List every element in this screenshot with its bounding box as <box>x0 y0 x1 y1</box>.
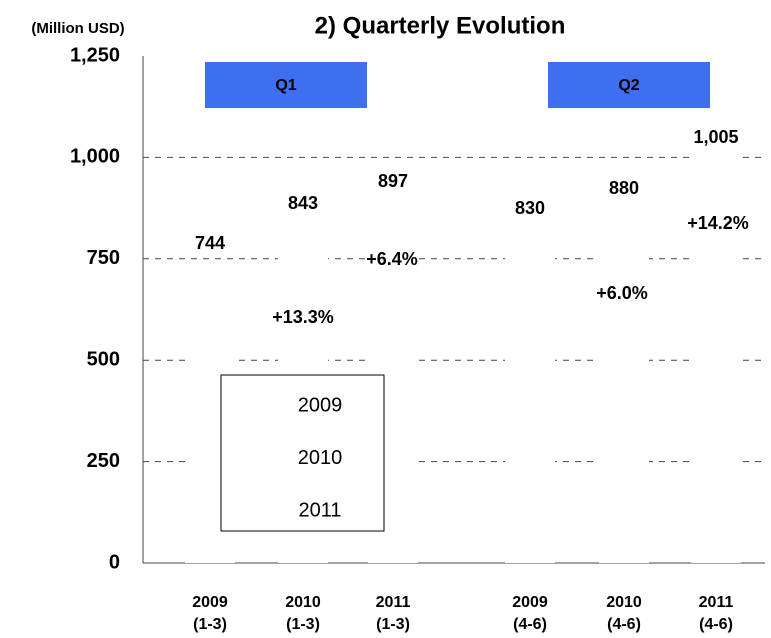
x-tick-label: (4-6) <box>607 616 641 633</box>
y-tick-label: 1,000 <box>70 146 120 168</box>
group-label: Q1 <box>275 77 296 94</box>
x-tick-label: 2010 <box>606 594 642 611</box>
x-tick-label: (1-3) <box>376 616 410 633</box>
value-label: 843 <box>288 193 318 213</box>
growth-annotation: +6.0% <box>596 283 648 303</box>
bar <box>599 206 649 563</box>
y-tick-label: 250 <box>87 450 120 472</box>
value-label: 830 <box>515 198 545 218</box>
group-box <box>548 62 710 108</box>
x-tick-label: (4-6) <box>513 616 547 633</box>
legend-entry: 2010 <box>298 447 343 469</box>
value-label: 1,005 <box>693 127 738 147</box>
growth-annotation: +13.3% <box>272 307 334 327</box>
x-tick-label: (1-3) <box>286 616 320 633</box>
y-tick-label: 1,250 <box>70 44 120 66</box>
y-tick-label: 750 <box>87 247 120 269</box>
y-tick-label: 0 <box>109 551 120 573</box>
growth-annotation: +6.4% <box>366 249 418 269</box>
x-tick-label: (1-3) <box>193 616 227 633</box>
group-label: Q2 <box>618 77 639 94</box>
bar <box>691 155 741 563</box>
chart-title: 2) Quarterly Evolution <box>315 12 566 39</box>
value-label: 880 <box>609 178 639 198</box>
y-tick-label: 500 <box>87 348 120 370</box>
x-tick-label: 2009 <box>192 594 228 611</box>
legend-entry: 2011 <box>298 499 341 521</box>
group-box <box>205 62 367 108</box>
value-label: 744 <box>195 233 225 253</box>
x-tick-label: (4-6) <box>699 616 733 633</box>
legend-box <box>220 374 385 532</box>
bar <box>505 226 555 564</box>
legend-entry: 2009 <box>298 394 343 416</box>
x-tick-label: 2010 <box>285 594 321 611</box>
unit-label: (Million USD) <box>31 20 124 37</box>
x-tick-label: 2011 <box>376 594 411 611</box>
growth-annotation: +14.2% <box>687 213 749 233</box>
value-label: 897 <box>378 171 408 191</box>
x-tick-label: 2009 <box>512 594 548 611</box>
x-tick-label: 2011 <box>699 594 734 611</box>
